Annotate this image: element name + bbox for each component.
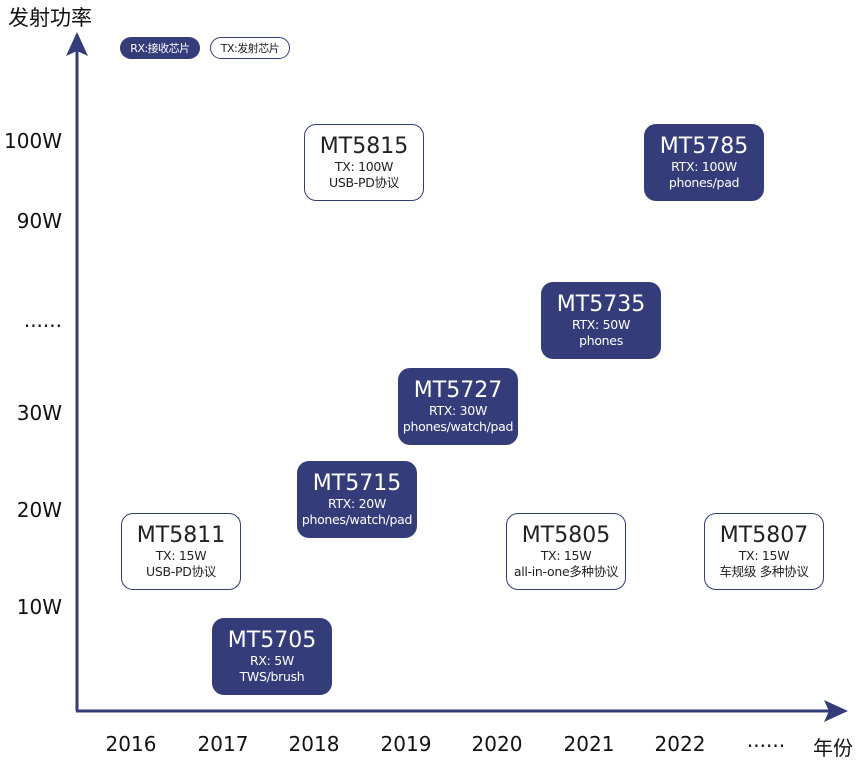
chip-desc: USB-PD协议 [146, 564, 216, 579]
chip-box-mt5807: MT5807 TX: 15W 车规级 多种协议 [704, 513, 824, 590]
y-tick-label: 100W [4, 129, 62, 153]
legend-tx: TX:发射芯片 [210, 37, 290, 59]
y-axis-title: 发射功率 [8, 6, 92, 30]
chip-name: MT5715 [312, 471, 402, 496]
chip-power: RTX: 100W [671, 159, 737, 174]
chip-box-mt5811: MT5811 TX: 15W USB-PD协议 [121, 513, 241, 590]
chip-desc: 车规级 多种协议 [719, 564, 809, 579]
chip-power: TX: 15W [738, 548, 790, 563]
chip-box-mt5715: MT5715 RTX: 20W phones/watch/pad [297, 461, 417, 538]
x-tick-label: 2020 [471, 732, 523, 756]
chip-name: MT5727 [413, 378, 503, 403]
chip-desc: USB-PD协议 [329, 175, 399, 190]
chip-power: RTX: 50W [571, 317, 631, 332]
y-tick-label: ...... [23, 308, 62, 332]
chip-name: MT5805 [521, 523, 611, 548]
chip-power: RTX: 30W [428, 403, 488, 418]
chip-desc: phones/watch/pad [301, 512, 413, 527]
x-tick-label: 2022 [654, 732, 706, 756]
chip-power: TX: 100W [334, 159, 394, 174]
chip-power: TX: 15W [540, 548, 592, 563]
y-tick-label: 10W [16, 595, 62, 619]
chip-box-mt5727: MT5727 RTX: 30W phones/watch/pad [398, 368, 518, 445]
chip-power: RTX: 20W [327, 496, 387, 511]
y-tick-label: 20W [16, 498, 62, 522]
x-tick-label: 2017 [197, 732, 249, 756]
x-tick-label: 2018 [288, 732, 340, 756]
chip-box-mt5815: MT5815 TX: 100W USB-PD协议 [304, 124, 424, 201]
x-axis-arrow-icon [824, 700, 848, 722]
chip-power: RX: 5W [250, 653, 294, 668]
y-tick-label: 90W [16, 209, 62, 233]
x-tick-label: ...... [746, 728, 786, 752]
chip-box-mt5805: MT5805 TX: 15W all-in-one多种协议 [506, 513, 626, 590]
chip-power: TX: 15W [155, 548, 207, 563]
x-tick-label: 2016 [105, 732, 157, 756]
chip-name: MT5807 [719, 523, 809, 548]
chip-desc: phones/watch/pad [402, 419, 514, 434]
chip-desc: phones [579, 333, 623, 348]
x-axis-title: 年份 [813, 736, 853, 760]
chip-name: MT5815 [319, 134, 409, 159]
x-tick-label: 2021 [563, 732, 615, 756]
chip-desc: phones/pad [668, 175, 740, 190]
chip-desc: all-in-one多种协议 [513, 564, 619, 579]
chip-box-mt5705: MT5705 RX: 5W TWS/brush [212, 618, 332, 695]
chip-name: MT5735 [556, 292, 646, 317]
chip-desc: TWS/brush [239, 669, 305, 684]
chip-box-mt5785: MT5785 RTX: 100W phones/pad [644, 124, 764, 201]
chip-name: MT5811 [136, 523, 226, 548]
chip-name: MT5785 [659, 134, 749, 159]
x-tick-label: 2019 [380, 732, 432, 756]
chip-name: MT5705 [227, 628, 317, 653]
legend-rx: RX:接收芯片 [120, 37, 200, 59]
y-axis-arrow-icon [66, 32, 88, 56]
y-tick-label: 30W [16, 401, 62, 425]
chip-box-mt5735: MT5735 RTX: 50W phones [541, 282, 661, 359]
